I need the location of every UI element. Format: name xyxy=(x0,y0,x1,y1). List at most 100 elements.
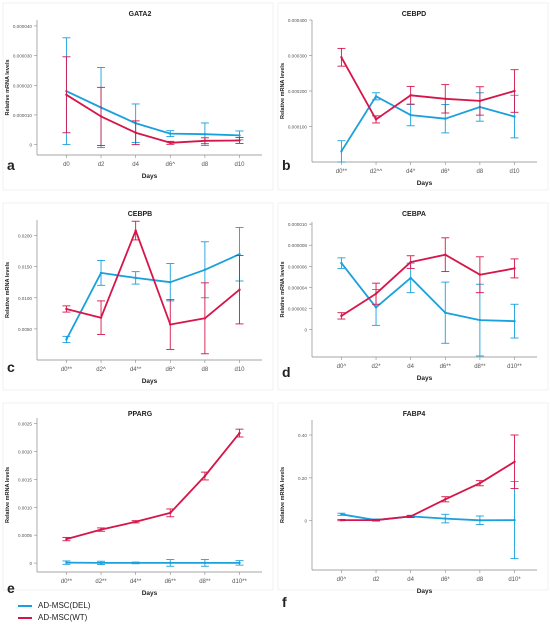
x-tick-label: d4* xyxy=(406,169,416,175)
legend-label-del: AD-MSC(DEL) xyxy=(38,600,90,612)
data-point xyxy=(340,56,342,58)
chart-title: GATA2 xyxy=(129,11,152,18)
panel-frame xyxy=(278,403,548,590)
panel-letter: f xyxy=(282,594,287,610)
y-axis-title: Relative mRNA levels xyxy=(280,63,286,119)
series-wt xyxy=(337,238,518,319)
x-tick-label: d0 xyxy=(63,162,70,168)
series-del xyxy=(337,93,518,162)
data-point xyxy=(134,229,136,231)
x-axis-title: Days xyxy=(142,590,158,597)
x-tick-label: d10* xyxy=(508,577,521,583)
y-tick-label: 0.0050 xyxy=(18,327,32,332)
data-point xyxy=(444,312,446,314)
y-tick-label: 0.000020 xyxy=(13,83,33,88)
data-point xyxy=(513,267,515,269)
series-line xyxy=(341,462,514,520)
data-point xyxy=(513,320,515,322)
data-point xyxy=(100,272,102,274)
y-axis-title: Relative mRNA levels xyxy=(280,467,286,523)
series-line xyxy=(66,91,239,135)
x-tick-label: d2* xyxy=(372,364,382,370)
y-tick-label: 0.000400 xyxy=(288,18,308,23)
y-tick-label: 0.0020 xyxy=(18,449,32,454)
data-point xyxy=(169,281,171,283)
data-point xyxy=(134,132,136,134)
x-tick-label: d10** xyxy=(507,364,522,370)
y-tick-label: 0.0200 xyxy=(18,234,32,239)
y-tick-label: 0.000040 xyxy=(13,24,33,29)
data-point xyxy=(204,317,206,319)
y-tick-label: 0.40 xyxy=(298,433,307,438)
data-point xyxy=(238,288,240,290)
data-point xyxy=(375,95,377,97)
data-point xyxy=(134,562,136,564)
panel-frame xyxy=(278,203,548,390)
data-point xyxy=(204,133,206,135)
y-tick-label: 0.20 xyxy=(298,476,307,481)
panel-letter: c xyxy=(7,359,15,375)
series-wt xyxy=(62,221,243,354)
series-line xyxy=(66,95,239,143)
data-point xyxy=(134,521,136,523)
panel-letter: b xyxy=(282,157,291,173)
x-tick-label: d0** xyxy=(61,367,73,373)
x-tick-label: d10 xyxy=(234,367,245,373)
data-point xyxy=(100,562,102,564)
x-tick-label: d10 xyxy=(234,162,245,168)
data-point xyxy=(169,562,171,564)
legend-swatch-del xyxy=(18,605,32,607)
x-tick-label: d10 xyxy=(509,169,520,175)
data-point xyxy=(65,308,67,310)
chart-title: CEBPA xyxy=(402,211,426,218)
x-tick-label: d4 xyxy=(407,364,414,370)
x-tick-label: d6* xyxy=(441,169,451,175)
data-point xyxy=(340,315,342,317)
x-tick-label: d4** xyxy=(130,579,142,585)
x-tick-label: d0^ xyxy=(337,364,347,370)
data-point xyxy=(409,114,411,116)
y-tick-label: 0.0005 xyxy=(18,533,32,538)
x-axis-title: Days xyxy=(417,180,433,187)
panel-c: 0.00500.01000.01500.0200d0**d2^d4**d6^d8… xyxy=(3,203,273,390)
x-tick-label: d8** xyxy=(474,364,486,370)
data-point xyxy=(65,561,67,563)
data-point xyxy=(238,134,240,136)
y-tick-label: 0.000006 xyxy=(288,264,308,269)
x-tick-label: d4 xyxy=(407,577,414,583)
data-point xyxy=(340,150,342,152)
data-point xyxy=(375,293,377,295)
data-point xyxy=(204,269,206,271)
chart-title: FABP4 xyxy=(403,411,426,418)
data-point xyxy=(409,515,411,517)
y-tick-label: 0.000008 xyxy=(288,243,308,248)
x-tick-label: d8 xyxy=(202,162,209,168)
data-point xyxy=(479,482,481,484)
data-point xyxy=(169,323,171,325)
data-point xyxy=(375,118,377,120)
x-tick-label: d4** xyxy=(130,367,142,373)
panel-b: 0.0001000.0002000.0003000.000400d0**d2^^… xyxy=(278,3,548,190)
y-tick-label: 0.000030 xyxy=(13,54,33,59)
x-tick-label: d2 xyxy=(373,577,380,583)
data-point xyxy=(479,319,481,321)
data-point xyxy=(340,519,342,521)
data-point xyxy=(479,274,481,276)
data-point xyxy=(479,519,481,521)
x-tick-label: d4 xyxy=(132,162,139,168)
y-tick-label: 0.0015 xyxy=(18,477,32,482)
y-tick-label: 0 xyxy=(29,143,32,148)
chart-title: CEBPB xyxy=(128,211,153,218)
data-point xyxy=(169,132,171,134)
legend-item-wt: AD-MSC(WT) xyxy=(18,612,218,624)
series-wt xyxy=(337,435,518,521)
series-wt xyxy=(62,429,243,541)
series-line xyxy=(341,263,514,321)
y-tick-label: 0.0100 xyxy=(18,296,32,301)
data-point xyxy=(340,262,342,264)
panel-d: 00.0000020.0000040.0000060.0000080.00001… xyxy=(278,203,548,390)
x-axis-title: Days xyxy=(417,588,433,595)
chart-title: CEBPD xyxy=(402,11,427,18)
x-tick-label: d8 xyxy=(477,577,484,583)
